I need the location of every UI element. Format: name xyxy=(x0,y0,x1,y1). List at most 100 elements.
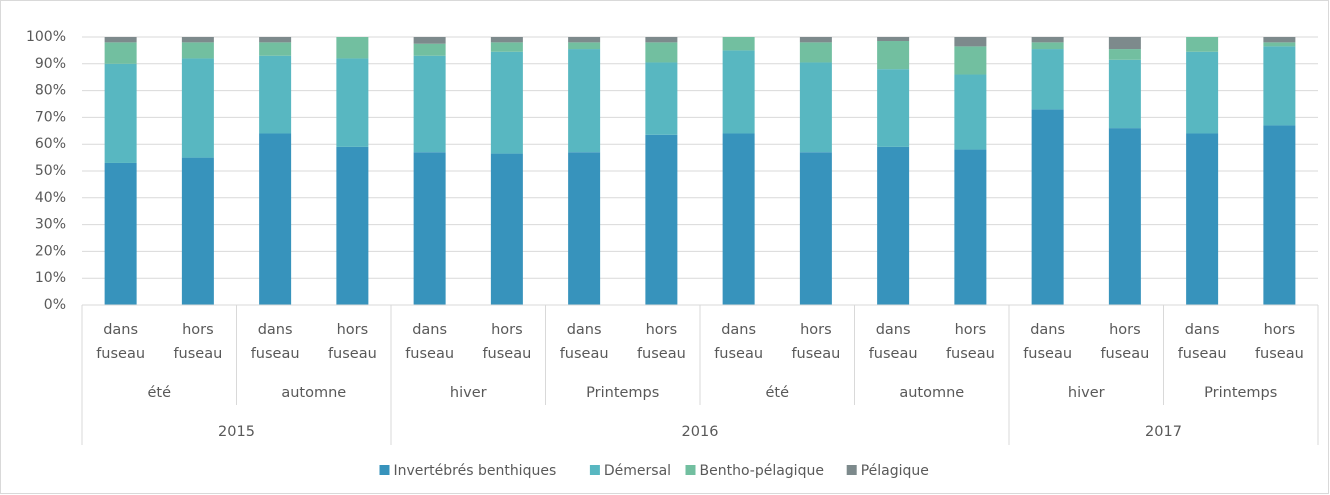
y-tick-label: 20% xyxy=(35,243,66,259)
bar-segment xyxy=(722,37,755,51)
bar-segment xyxy=(1108,37,1141,50)
bar-segment xyxy=(413,43,446,56)
bar-segment xyxy=(490,42,523,52)
bar-segment xyxy=(181,157,214,305)
bar-segment xyxy=(799,37,832,43)
bar-segment xyxy=(722,50,755,134)
y-tick-label: 90% xyxy=(35,56,66,72)
bar-segment xyxy=(1031,49,1064,110)
bar-segment xyxy=(1031,109,1064,305)
season-label: hiver xyxy=(1067,385,1105,401)
bar-segment xyxy=(181,37,214,43)
season-label: été xyxy=(765,385,790,401)
legend-label: Bentho-pélagique xyxy=(700,463,824,479)
legend-label: Invertébrés benthiques xyxy=(394,463,557,479)
bar-segment xyxy=(568,152,601,305)
bar-segment xyxy=(645,62,678,135)
bar-segment xyxy=(490,37,523,43)
bar-segment xyxy=(645,37,678,43)
bar-segment xyxy=(181,42,214,59)
x-tick-label: dans fuseau xyxy=(1177,322,1227,362)
bar-segment xyxy=(722,133,755,305)
bar-segment xyxy=(954,37,987,47)
x-tick-label: dans fuseau xyxy=(868,322,918,362)
bar-segment xyxy=(104,162,137,305)
bar-segment xyxy=(413,152,446,305)
bar-segment xyxy=(1186,133,1219,305)
bar-segment xyxy=(259,133,292,305)
season-label: été xyxy=(147,385,172,401)
bar-segment xyxy=(954,46,987,75)
bar-segment xyxy=(1263,37,1296,43)
year-label: 2017 xyxy=(1145,424,1182,440)
legend-swatch xyxy=(589,465,600,475)
bar-segment xyxy=(259,37,292,43)
bar-segment xyxy=(799,42,832,63)
y-tick-label: 70% xyxy=(35,109,66,125)
bar-segment xyxy=(799,62,832,153)
bar-segment xyxy=(259,55,292,134)
year-label: 2015 xyxy=(218,424,255,440)
x-tick-label: dans fuseau xyxy=(1023,322,1073,362)
bar-segment xyxy=(1108,128,1141,305)
season-label: automne xyxy=(281,385,347,401)
bar-segment xyxy=(181,58,214,158)
legend-swatch xyxy=(846,465,857,475)
bar-segment xyxy=(954,149,987,305)
x-tick-label: hors fuseau xyxy=(173,322,223,362)
bar-segment xyxy=(877,69,910,147)
bar-segment xyxy=(645,42,678,63)
bar-segment xyxy=(1031,37,1064,43)
y-tick-label: 40% xyxy=(35,190,66,206)
bar-segment xyxy=(259,42,292,56)
legend-swatch xyxy=(379,465,390,475)
bar-segment xyxy=(104,63,137,163)
bar-segment xyxy=(104,42,137,64)
x-tick-label: hors fuseau xyxy=(1100,322,1150,362)
legend-swatch xyxy=(685,465,696,475)
bar-segment xyxy=(877,41,910,70)
season-label: Printemps xyxy=(1204,385,1278,401)
bar-segment xyxy=(568,42,601,50)
x-tick-label: hors fuseau xyxy=(945,322,995,362)
bar-segment xyxy=(1108,49,1141,60)
bar-segment xyxy=(877,37,910,42)
year-label: 2016 xyxy=(681,424,719,440)
season-label: Printemps xyxy=(586,385,660,401)
legend-label: Démersal xyxy=(604,463,671,479)
bar-segment xyxy=(336,146,369,305)
bar-segment xyxy=(490,51,523,154)
x-tick-label: hors fuseau xyxy=(482,322,532,362)
bar-segment xyxy=(413,55,446,153)
bar-segment xyxy=(568,37,601,43)
bar-segment xyxy=(104,37,137,43)
x-tick-label: hors fuseau xyxy=(327,322,377,362)
bar-segment xyxy=(1263,46,1296,126)
bar-segment xyxy=(799,152,832,305)
y-tick-label: 50% xyxy=(35,163,66,179)
season-label: hiver xyxy=(449,385,487,401)
bar-segment xyxy=(877,146,910,305)
bar-segment xyxy=(1263,42,1296,47)
x-tick-label: hors fuseau xyxy=(791,322,841,362)
bar-segment xyxy=(1263,125,1296,305)
bar-segment xyxy=(1031,42,1064,50)
x-tick-label: hors fuseau xyxy=(1254,322,1304,362)
bar-segment xyxy=(568,49,601,153)
y-tick-label: 30% xyxy=(35,217,66,233)
y-tick-label: 10% xyxy=(35,270,66,286)
x-tick-label: dans fuseau xyxy=(96,322,146,362)
bar-segment xyxy=(413,37,446,44)
legend-label: Pélagique xyxy=(861,463,929,479)
x-tick-label: dans fuseau xyxy=(714,322,764,362)
y-tick-label: 100% xyxy=(26,29,66,45)
bar-segment xyxy=(645,134,678,305)
x-tick-label: hors fuseau xyxy=(636,322,686,362)
y-tick-label: 80% xyxy=(35,83,66,99)
season-label: automne xyxy=(899,385,965,401)
bar-segment xyxy=(954,74,987,150)
bar-segment xyxy=(1186,51,1219,134)
